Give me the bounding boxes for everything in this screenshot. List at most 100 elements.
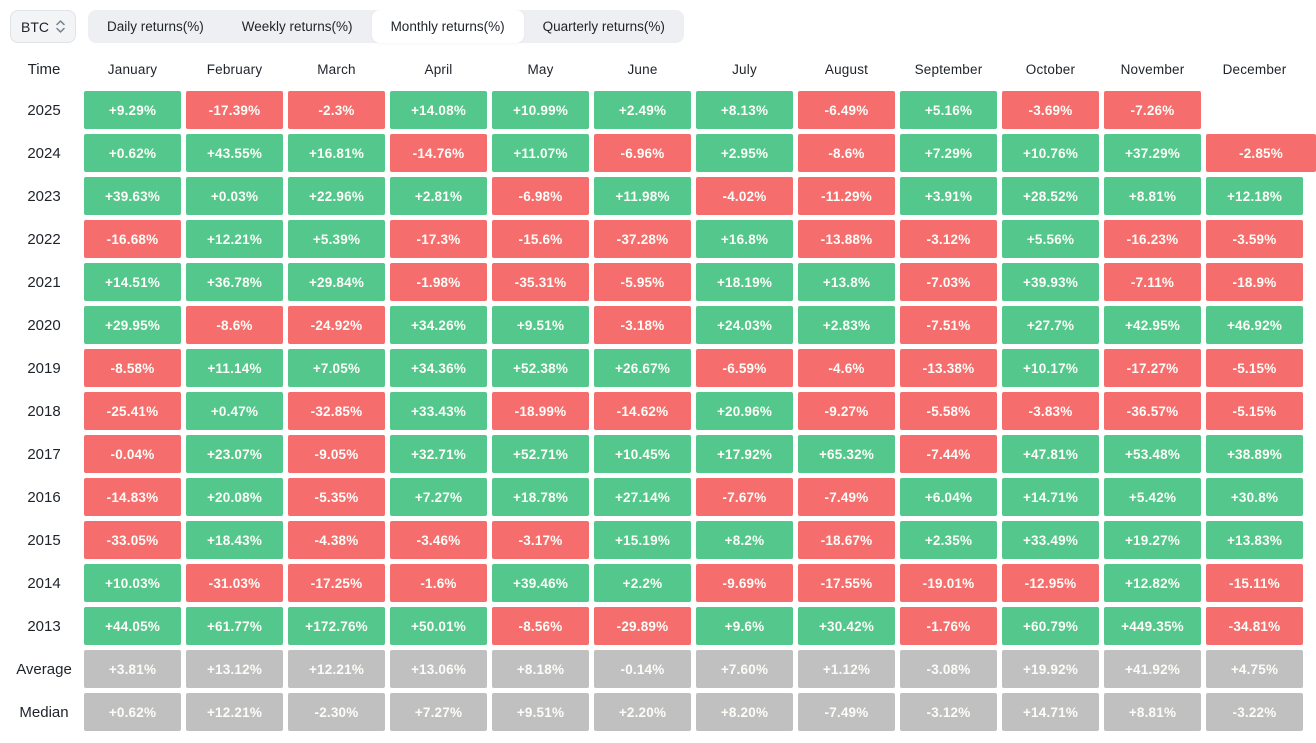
cell-2025-november: -7.26%	[1104, 91, 1201, 129]
cell-2021-april: -1.98%	[390, 263, 487, 301]
tab-daily-returns[interactable]: Daily returns(%)	[107, 19, 204, 34]
cell-median-february: +12.21%	[186, 693, 283, 731]
cell-2021-november: -7.11%	[1104, 263, 1201, 301]
cell-2014-august: -17.55%	[798, 564, 895, 602]
cell-2016-october: +14.71%	[1002, 478, 1099, 516]
cell-2018-november: -36.57%	[1104, 392, 1201, 430]
symbol-select[interactable]: BTC	[10, 10, 76, 43]
row-label-2015: 2015	[27, 531, 61, 549]
table-row-2025: 2025 +9.29% -17.39% -2.3% +14.08% +10.99% +2.4…	[0, 91, 1303, 129]
row-label-2025: 2025	[27, 101, 61, 119]
column-header-july: July	[732, 61, 757, 77]
cell-2023-november: +8.81%	[1104, 177, 1201, 215]
cell-2013-june: -29.89%	[594, 607, 691, 645]
cell-2020-february: -8.6%	[186, 306, 283, 344]
cell-2025-august: -6.49%	[798, 91, 895, 129]
cell-2018-january: -25.41%	[84, 392, 181, 430]
row-label-2023: 2023	[27, 187, 61, 205]
cell-2025-october: -3.69%	[1002, 91, 1099, 129]
tab-weekly-returns[interactable]: Weekly returns(%)	[241, 19, 353, 34]
cell-2015-november: +19.27%	[1104, 521, 1201, 559]
cell-2015-october: +33.49%	[1002, 521, 1099, 559]
column-header-january: January	[107, 61, 158, 77]
cell-2020-october: +27.7%	[1002, 306, 1099, 344]
cell-2022-april: -17.3%	[390, 220, 487, 258]
cell-2017-august: +65.32%	[798, 435, 895, 473]
column-header-february: February	[206, 61, 263, 77]
cell-2015-march: -4.38%	[288, 521, 385, 559]
cell-2022-december: -3.59%	[1206, 220, 1303, 258]
table-row-2020: 2020 +29.95% -8.6% -24.92% +34.26% +9.51% -3.1…	[0, 306, 1303, 344]
cell-2013-september: -1.76%	[900, 607, 997, 645]
cell-median-july: +8.20%	[696, 693, 793, 731]
cell-2018-august: -9.27%	[798, 392, 895, 430]
cell-2020-january: +29.95%	[84, 306, 181, 344]
cell-2018-july: +20.96%	[696, 392, 793, 430]
cell-2015-july: +8.2%	[696, 521, 793, 559]
cell-2013-february: +61.77%	[186, 607, 283, 645]
cell-2017-july: +17.92%	[696, 435, 793, 473]
cell-2019-january: -8.58%	[84, 349, 181, 387]
cell-average-may: +8.18%	[492, 650, 589, 688]
cell-2017-october: +47.81%	[1002, 435, 1099, 473]
table-row-2022: 2022 -16.68% +12.21% +5.39% -17.3% -15.6% -37.…	[0, 220, 1303, 258]
cell-2018-october: -3.83%	[1002, 392, 1099, 430]
cell-2019-may: +52.38%	[492, 349, 589, 387]
cell-2013-january: +44.05%	[84, 607, 181, 645]
cell-2021-august: +13.8%	[798, 263, 895, 301]
cell-2025-march: -2.3%	[288, 91, 385, 129]
cell-2022-july: +16.8%	[696, 220, 793, 258]
tab-quarterly-returns[interactable]: Quarterly returns(%)	[542, 19, 665, 34]
cell-2020-september: -7.51%	[900, 306, 997, 344]
cell-2014-february: -31.03%	[186, 564, 283, 602]
cell-2022-february: +12.21%	[186, 220, 283, 258]
column-header-june: June	[627, 61, 658, 77]
row-label-2018: 2018	[27, 402, 61, 420]
table-row-2014: 2014 +10.03% -31.03% -17.25% -1.6% +39.46% +2.…	[0, 564, 1303, 602]
cell-2024-december: -2.85%	[1206, 134, 1316, 172]
cell-2024-october: +10.76%	[1002, 134, 1099, 172]
cell-2014-march: -17.25%	[288, 564, 385, 602]
cell-2017-december: +38.89%	[1206, 435, 1303, 473]
cell-average-february: +13.12%	[186, 650, 283, 688]
cell-2023-september: +3.91%	[900, 177, 997, 215]
cell-2022-may: -15.6%	[492, 220, 589, 258]
row-label-2024: 2024	[27, 144, 61, 162]
cell-median-december: -3.22%	[1206, 693, 1303, 731]
cell-2025-april: +14.08%	[390, 91, 487, 129]
cell-2019-june: +26.67%	[594, 349, 691, 387]
cell-2025-may: +10.99%	[492, 91, 589, 129]
cell-2024-march: +16.81%	[288, 134, 385, 172]
cell-2017-november: +53.48%	[1104, 435, 1201, 473]
cell-2013-october: +60.79%	[1002, 607, 1099, 645]
cell-2016-march: -5.35%	[288, 478, 385, 516]
cell-2024-june: -6.96%	[594, 134, 691, 172]
cell-2019-november: -17.27%	[1104, 349, 1201, 387]
cell-2016-september: +6.04%	[900, 478, 997, 516]
cell-median-march: -2.30%	[288, 693, 385, 731]
column-header-april: April	[424, 61, 453, 77]
column-header-may: May	[527, 61, 554, 77]
cell-2014-january: +10.03%	[84, 564, 181, 602]
cell-2016-july: -7.67%	[696, 478, 793, 516]
cell-2013-march: +172.76%	[288, 607, 385, 645]
table-row-2017: 2017 -0.04% +23.07% -9.05% +32.71% +52.71% +10…	[0, 435, 1303, 473]
cell-2018-june: -14.62%	[594, 392, 691, 430]
cell-2020-july: +24.03%	[696, 306, 793, 344]
cell-average-august: +1.12%	[798, 650, 895, 688]
cell-2016-april: +7.27%	[390, 478, 487, 516]
row-label-2014: 2014	[27, 574, 61, 592]
cell-2020-may: +9.51%	[492, 306, 589, 344]
cell-2020-march: -24.92%	[288, 306, 385, 344]
cell-2017-june: +10.45%	[594, 435, 691, 473]
cell-2022-january: -16.68%	[84, 220, 181, 258]
column-header-december: December	[1222, 61, 1287, 77]
column-header-august: August	[824, 61, 869, 77]
table-row-2015: 2015 -33.05% +18.43% -4.38% -3.46% -3.17% +15.…	[0, 521, 1303, 559]
cell-2024-april: -14.76%	[390, 134, 487, 172]
cell-2019-february: +11.14%	[186, 349, 283, 387]
tab-monthly-returns[interactable]: Monthly returns(%)	[371, 10, 524, 43]
cell-2022-august: -13.88%	[798, 220, 895, 258]
cell-2023-february: +0.03%	[186, 177, 283, 215]
returns-table: Time January February March April May June July…	[0, 54, 1316, 731]
